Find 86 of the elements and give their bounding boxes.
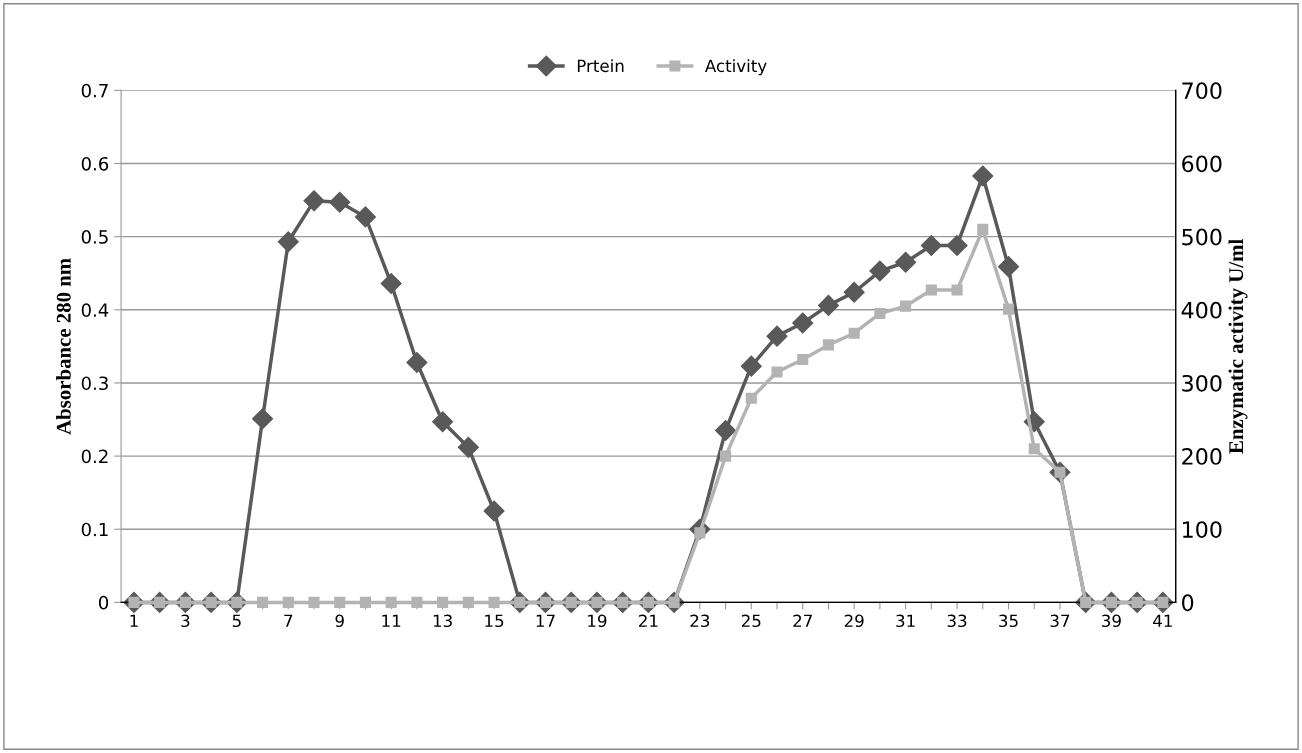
point (822, 339, 835, 351)
x-tick-label: 29 (844, 614, 864, 628)
point (817, 294, 839, 316)
x-tick-label: 39 (1102, 614, 1121, 628)
point (792, 312, 814, 334)
point (869, 260, 891, 282)
x-tick-label: 7 (284, 614, 293, 627)
x-tick-label: 21 (639, 614, 658, 627)
x-tick-label: 41 (1153, 614, 1172, 627)
point (1002, 303, 1015, 315)
legend-label: Activity (704, 59, 767, 76)
point (437, 596, 449, 608)
x-tick-label: 9 (335, 614, 344, 628)
point (766, 325, 788, 347)
point (257, 596, 269, 608)
y2-tick-label: 300 (1182, 374, 1222, 392)
point (282, 596, 294, 608)
point (797, 353, 809, 366)
y2-tick-label: 200 (1182, 448, 1222, 465)
point (354, 206, 376, 228)
x-tick-label: 33 (947, 614, 967, 628)
point (997, 256, 1020, 278)
y-tick-label: 0.4 (81, 303, 109, 317)
y2-tick-label: 100 (1183, 521, 1222, 539)
point (1028, 443, 1040, 455)
point (925, 284, 937, 296)
point (411, 596, 423, 608)
y2-tick-label: 600 (1182, 155, 1222, 173)
y-tick-label: 0.3 (81, 376, 108, 391)
x-tick-label: 5 (232, 614, 241, 628)
point (946, 234, 968, 256)
x-tick-label: 17 (536, 614, 555, 627)
y2-tick-label: 400 (1181, 301, 1222, 319)
y-tick-label: 0.2 (81, 449, 108, 464)
x-tick-label: 19 (588, 614, 607, 628)
x-tick-label: 31 (896, 614, 915, 628)
point (920, 234, 942, 256)
x-tick-label: 13 (433, 614, 452, 628)
point (406, 351, 428, 373)
point (895, 251, 917, 273)
point (277, 231, 299, 253)
x-tick-label: 11 (382, 614, 401, 627)
point (874, 307, 886, 320)
point (900, 300, 912, 312)
point (329, 191, 351, 213)
y2-tick-label: 0 (1182, 594, 1194, 612)
point (303, 190, 325, 212)
x-tick-label: 3 (181, 614, 190, 628)
point (843, 281, 865, 303)
y-tick-label: 0.1 (81, 522, 108, 537)
legend-label: Prtein (577, 59, 624, 73)
x-tick-label: 25 (741, 614, 761, 628)
point (359, 596, 372, 608)
point (385, 596, 397, 608)
x-tick-label: 35 (999, 614, 1018, 628)
point (334, 596, 346, 608)
point (488, 596, 500, 608)
point (972, 165, 994, 187)
point (771, 366, 783, 378)
y-tick-label: 0 (98, 595, 109, 610)
point (977, 223, 989, 235)
point (848, 327, 860, 339)
y2-tick-label: 700 (1182, 82, 1222, 100)
x-tick-label: 23 (690, 614, 710, 628)
point (715, 419, 737, 442)
x-tick-label: 27 (793, 614, 812, 627)
point (745, 392, 757, 404)
point (252, 408, 274, 430)
point (457, 436, 479, 458)
y-tick-label: 0.6 (81, 156, 109, 171)
y-tick-label: 0.7 (81, 83, 108, 98)
point (432, 411, 454, 433)
point (483, 500, 505, 522)
point (951, 284, 963, 296)
point (380, 272, 402, 294)
point (462, 596, 474, 608)
y2-axis-title: Enzymatic activity U/ml (1228, 239, 1248, 454)
x-tick-label: 1 (130, 614, 138, 627)
point (720, 450, 732, 462)
x-tick-label: 15 (485, 614, 504, 628)
point (308, 596, 320, 608)
x-tick-label: 37 (1050, 614, 1070, 628)
y2-tick-label: 500 (1182, 228, 1222, 246)
point (740, 355, 762, 377)
y-axis-title: Absorbance 280 nm (56, 258, 71, 435)
y-tick-label: 0.5 (81, 230, 108, 244)
